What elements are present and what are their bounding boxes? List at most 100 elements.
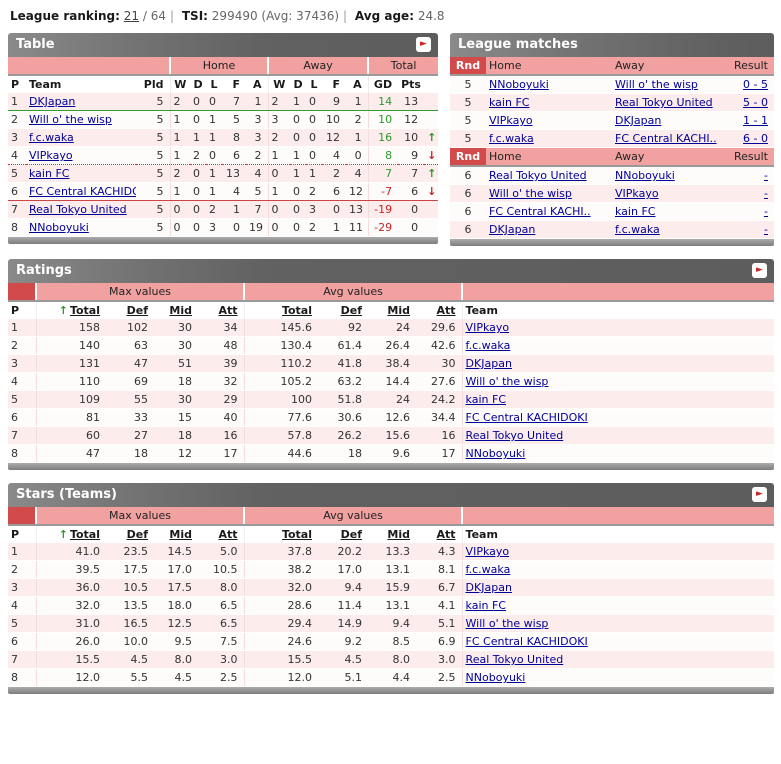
team-link[interactable]: f.c.waka xyxy=(465,563,511,576)
team-link[interactable]: f.c.waka xyxy=(615,223,660,236)
team-link[interactable]: Will o' the wisp xyxy=(615,78,698,91)
team-link[interactable]: DKJapan xyxy=(465,581,512,594)
team-link[interactable]: Will o' the wisp xyxy=(465,617,549,630)
home-f-cell: 13 xyxy=(222,164,247,183)
sort-mid-link[interactable]: Mid xyxy=(169,304,192,317)
panel-shortcut-icon[interactable]: ► xyxy=(416,37,431,52)
position-cell: 7 xyxy=(8,200,26,219)
team-link[interactable]: FC Central KACHI.. xyxy=(615,132,717,145)
team-link[interactable]: Real Tokyo United xyxy=(465,429,564,442)
position-cell: 4 xyxy=(8,372,36,391)
team-link[interactable]: DKJapan xyxy=(489,223,536,236)
sort-avg-total-link[interactable]: Total xyxy=(281,528,313,541)
away-l-cell: 0 xyxy=(306,93,323,111)
col-position: P xyxy=(11,528,20,541)
team-link[interactable]: DKJapan xyxy=(465,357,512,370)
played-cell: 5 xyxy=(136,93,171,111)
max-def-cell: 47 xyxy=(106,354,154,373)
team-cell: NNoboyuki xyxy=(461,444,775,463)
team-link[interactable]: kain FC xyxy=(465,599,506,612)
sort-avg-att-link[interactable]: Att xyxy=(436,304,456,317)
team-link[interactable]: Real Tokyo United xyxy=(29,203,127,216)
sort-att-link[interactable]: Att xyxy=(218,304,238,317)
match-result-link[interactable]: - xyxy=(764,169,768,182)
avg-total-cell: 105.2 xyxy=(243,372,319,391)
sort-def-link[interactable]: Def xyxy=(126,304,148,317)
team-link[interactable]: f.c.waka xyxy=(29,131,74,144)
team-link[interactable]: NNoboyuki xyxy=(465,447,526,460)
team-link[interactable]: DKJapan xyxy=(29,95,76,108)
team-link[interactable]: Will o' the wisp xyxy=(489,187,572,200)
panel-footer-bar xyxy=(8,687,774,694)
team-link[interactable]: VIPkayo xyxy=(615,187,659,200)
stars-row: 1 41.0 23.5 14.5 5.0 37.8 20.2 13.3 4.3 … xyxy=(8,543,775,561)
team-link[interactable]: kain FC xyxy=(615,205,656,218)
stars-row: 2 39.5 17.5 17.0 10.5 38.2 17.0 13.1 8.1… xyxy=(8,560,775,579)
col-max-def: Def xyxy=(106,525,154,543)
team-link[interactable]: FC Central KACHIDOKI xyxy=(465,635,588,648)
panel-shortcut-icon[interactable]: ► xyxy=(752,487,767,502)
sort-att-link[interactable]: Att xyxy=(218,528,238,541)
match-result-link[interactable]: - xyxy=(764,187,768,200)
avg-mid-cell: 9.6 xyxy=(368,444,417,463)
away-w-cell: 0 xyxy=(267,218,291,237)
gd-cell: 16 xyxy=(367,128,399,147)
matches-colhead-row: Rnd Home Away Result xyxy=(450,57,774,76)
team-link[interactable]: NNoboyuki xyxy=(29,221,89,234)
team-link[interactable]: VIPkayo xyxy=(489,114,533,127)
sort-avg-att-link[interactable]: Att xyxy=(436,528,456,541)
match-result-link[interactable]: 5 - 0 xyxy=(743,96,768,109)
match-result-link[interactable]: - xyxy=(764,223,768,236)
sort-total-link[interactable]: Total xyxy=(69,304,100,317)
ranking-link[interactable]: 21 xyxy=(123,9,140,23)
max-def-cell: 69 xyxy=(106,372,154,391)
team-link[interactable]: kain FC xyxy=(29,167,70,180)
col-max-mid: Mid xyxy=(154,301,198,319)
sort-avg-def-link[interactable]: Def xyxy=(340,528,363,541)
standings-row: 3 f.c.waka 5 1 1 1 8 3 2 0 0 12 xyxy=(8,128,439,147)
team-link[interactable]: NNoboyuki xyxy=(489,78,549,91)
team-link[interactable]: DKJapan xyxy=(615,114,662,127)
team-link[interactable]: f.c.waka xyxy=(465,339,511,352)
team-cell: Will o' the wisp xyxy=(461,614,775,633)
team-link[interactable]: FC Central KACHI.. xyxy=(489,205,591,218)
sort-avg-def-link[interactable]: Def xyxy=(340,304,363,317)
team-link[interactable]: FC Central KACHIDOKI xyxy=(29,185,136,198)
team-link[interactable]: FC Central KACHIDOKI xyxy=(465,411,588,424)
panel-matches-header: League matches xyxy=(450,33,774,57)
team-link[interactable]: kain FC xyxy=(465,393,506,406)
panel-shortcut-icon[interactable]: ► xyxy=(752,263,767,278)
match-result-link[interactable]: - xyxy=(764,205,768,218)
team-link[interactable]: VIPkayo xyxy=(465,545,510,558)
team-link[interactable]: Real Tokyo United xyxy=(489,169,587,182)
team-link[interactable]: Real Tokyo United xyxy=(615,96,713,109)
match-result-link[interactable]: 6 - 0 xyxy=(743,132,768,145)
away-a-cell: 1 xyxy=(346,93,369,111)
match-result-link[interactable]: 0 - 5 xyxy=(743,78,768,91)
sort-mid-link[interactable]: Mid xyxy=(169,528,192,541)
team-link[interactable]: VIPkayo xyxy=(465,321,510,334)
team-link[interactable]: Real Tokyo United xyxy=(465,653,564,666)
sort-avg-total-link[interactable]: Total xyxy=(281,304,313,317)
team-link[interactable]: NNoboyuki xyxy=(465,671,526,684)
avg-age-label: Avg age: xyxy=(354,9,414,23)
sort-avg-mid-link[interactable]: Mid xyxy=(387,528,411,541)
sort-total-link[interactable]: Total xyxy=(69,528,100,541)
sort-def-link[interactable]: Def xyxy=(126,528,148,541)
standings-row: 4 VIPkayo 5 1 2 0 6 2 1 1 0 4 0 xyxy=(8,146,439,165)
max-def-cell: 5.5 xyxy=(106,668,154,687)
avg-def-cell: 20.2 xyxy=(318,543,369,561)
team-link[interactable]: Will o' the wisp xyxy=(29,113,112,126)
match-result-link[interactable]: 1 - 1 xyxy=(743,114,768,127)
team-link[interactable]: NNoboyuki xyxy=(615,169,675,182)
team-link[interactable]: f.c.waka xyxy=(489,132,534,145)
round-cell: 5 xyxy=(450,93,486,112)
sort-avg-mid-link[interactable]: Mid xyxy=(387,304,411,317)
team-link[interactable]: VIPkayo xyxy=(29,149,73,162)
avg-att-cell: 42.6 xyxy=(416,336,463,355)
col-away-f: F xyxy=(332,78,341,91)
avg-mid-cell: 12.6 xyxy=(368,408,417,427)
position-cell: 3 xyxy=(8,578,36,597)
team-link[interactable]: kain FC xyxy=(489,96,530,109)
team-link[interactable]: Will o' the wisp xyxy=(465,375,549,388)
